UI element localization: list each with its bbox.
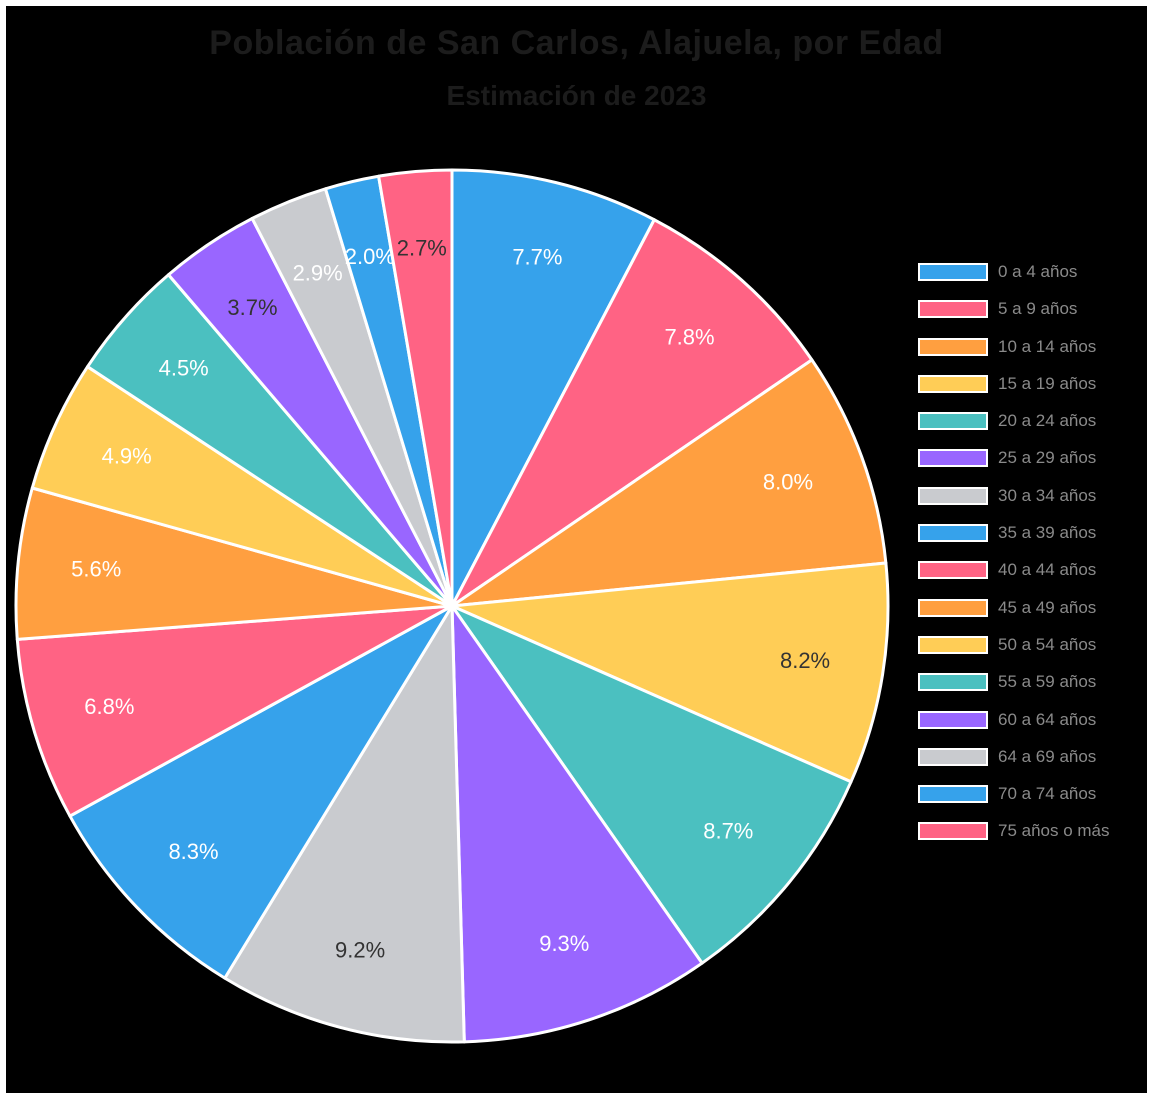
legend-label: 5 a 9 años [998, 299, 1078, 319]
slice-value-label: 5.6% [71, 557, 121, 582]
legend-swatch [918, 673, 988, 692]
pie-chart: 7.7% 7.8% 8.0% 8.2% 8.7% 9.3% 9.2% 8.3% 6.8% 5.6%… [14, 168, 890, 1044]
chart-title: Población de San Carlos, Alajuela, por E… [209, 24, 944, 62]
legend-swatch [918, 412, 988, 431]
legend-label: 55 a 59 años [998, 672, 1097, 692]
legend-item[interactable]: 10 a 14 años [918, 336, 1143, 373]
pie-slice[interactable] [68, 604, 454, 980]
legend-swatch [918, 598, 988, 617]
legend-item[interactable]: 15 a 19 años [918, 373, 1143, 410]
legend-label: 35 a 39 años [998, 523, 1097, 543]
legend-item[interactable]: 40 a 44 años [918, 559, 1143, 596]
pie-slice[interactable] [15, 604, 454, 818]
legend-item[interactable]: 45 a 49 años [918, 597, 1143, 634]
legend-item[interactable]: 0 a 4 años [918, 261, 1143, 298]
legend-swatch [918, 524, 988, 543]
slice-value-label: 8.3% [168, 839, 218, 864]
legend-label: 75 años o más [998, 821, 1110, 841]
legend-item[interactable]: 55 a 59 años [918, 671, 1143, 708]
legend-label: 64 a 69 años [998, 746, 1097, 766]
legend-label: 60 a 64 años [998, 709, 1097, 729]
legend-label: 0 a 4 años [998, 262, 1078, 281]
slice-value-label: 6.8% [84, 694, 134, 719]
slice-value-label: 4.9% [102, 444, 152, 469]
legend-item[interactable]: 35 a 39 años [918, 522, 1143, 559]
slice-value-label: 7.8% [664, 325, 714, 350]
legend-item[interactable]: 64 a 69 años [918, 746, 1143, 783]
legend-label: 25 a 29 años [998, 448, 1097, 468]
slice-value-label: 2.7% [397, 236, 447, 261]
legend-swatch [918, 263, 988, 281]
pie-slice[interactable] [377, 168, 454, 608]
legend-swatch [918, 822, 988, 841]
legend-item[interactable]: 30 a 34 años [918, 485, 1143, 522]
legend-swatch [918, 635, 988, 654]
slice-value-label: 2.0% [345, 244, 395, 269]
legend-label: 10 a 14 años [998, 336, 1097, 356]
legend-swatch [918, 710, 988, 729]
legend-item[interactable]: 25 a 29 años [918, 447, 1143, 484]
slice-value-label: 9.2% [335, 937, 385, 962]
pie-slice[interactable] [450, 358, 888, 608]
legend-label: 20 a 24 años [998, 411, 1097, 431]
pie-slice[interactable] [450, 604, 853, 965]
legend-label: 15 a 19 años [998, 373, 1097, 393]
pie-slice[interactable] [450, 604, 704, 1044]
legend-item[interactable]: 20 a 24 años [918, 410, 1143, 447]
pie-slice[interactable] [450, 168, 656, 608]
chart-frame: Población de San Carlos, Alajuela, por E… [6, 6, 1147, 1093]
slice-value-label: 9.3% [539, 931, 589, 956]
pie-slice[interactable] [450, 561, 890, 784]
legend-swatch [918, 449, 988, 468]
chart-legend: 0 a 4 años 5 a 9 años 10 a 14 años 15 a 19 … [918, 261, 1143, 858]
slice-value-label: 2.9% [293, 260, 343, 285]
legend-item[interactable]: 70 a 74 años [918, 783, 1143, 820]
legend-swatch [918, 300, 988, 319]
legend-item[interactable]: 50 a 54 años [918, 634, 1143, 671]
legend-label: 50 a 54 años [998, 634, 1097, 654]
legend-label: 40 a 44 años [998, 560, 1097, 580]
legend-swatch [918, 747, 988, 766]
legend-swatch [918, 561, 988, 580]
legend-swatch [918, 374, 988, 393]
slice-value-label: 7.7% [512, 245, 562, 270]
pie-slice[interactable] [450, 218, 814, 608]
legend-label: 30 a 34 años [998, 485, 1097, 505]
chart-subtitle: Estimación de 2023 [446, 80, 707, 111]
slice-value-label: 8.0% [763, 469, 813, 494]
legend-label: 70 a 74 años [998, 784, 1097, 804]
legend-label: 45 a 49 años [998, 597, 1097, 617]
pie-slice[interactable] [223, 604, 466, 1044]
slice-value-label: 3.7% [227, 295, 277, 320]
legend-item[interactable]: 60 a 64 años [918, 709, 1143, 746]
legend-swatch [918, 486, 988, 505]
pie-slice[interactable] [14, 486, 454, 641]
legend-item[interactable]: 5 a 9 años [918, 298, 1143, 335]
slice-value-label: 8.2% [780, 648, 830, 673]
legend-swatch [918, 785, 988, 804]
legend-swatch [918, 337, 988, 356]
slice-value-label: 8.7% [703, 819, 753, 844]
legend-item[interactable]: 75 años o más [918, 820, 1143, 857]
slice-value-label: 4.5% [159, 356, 209, 381]
